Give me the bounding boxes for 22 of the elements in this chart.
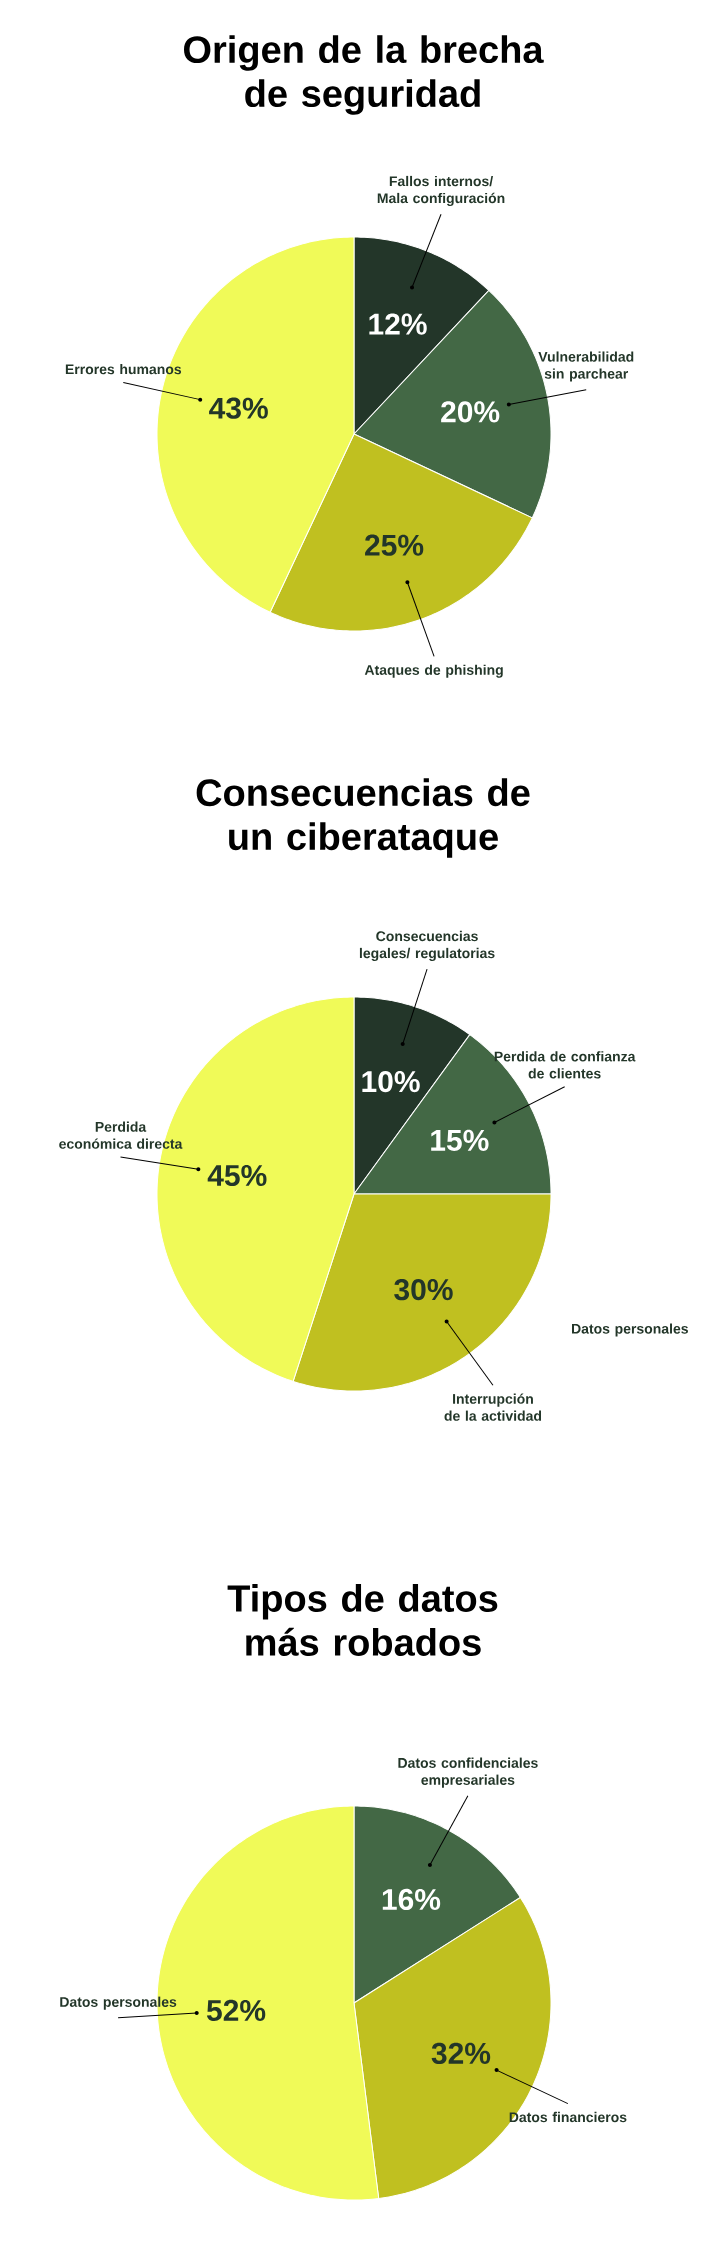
slice-label: Perdida de confianza de clientes: [494, 1051, 636, 1079]
slice-label: Datos confidenciales empresariales: [398, 1757, 538, 1788]
data-label: 43%: [209, 397, 268, 419]
data-label: 32%: [431, 2042, 491, 2064]
data-label: 45%: [207, 1164, 267, 1187]
data-label: 12%: [369, 313, 427, 335]
data-label: 20%: [441, 401, 500, 423]
data-label: 16%: [382, 1888, 441, 1911]
chart-title: Consecuencias de un ciberataque: [196, 778, 530, 858]
slice-label: Consecuencias legales/ regulatorias: [359, 930, 495, 961]
data-label: 30%: [394, 1279, 453, 1301]
slice-label: Vulnerabilidad sin parchear: [538, 351, 634, 382]
slice-label: Fallos internos/ Mala configuración: [377, 175, 505, 206]
chart-title: Tipos de datos más robados: [227, 1584, 498, 1656]
slice-label: Ataques de phishing: [364, 664, 503, 678]
slice-label: Interrupción de la actividad: [444, 1393, 542, 1421]
data-label: 10%: [362, 1070, 420, 1093]
chart-title: Origen de la brecha de seguridad: [184, 35, 544, 115]
data-label: 15%: [431, 1129, 489, 1151]
data-label: 52%: [206, 1999, 266, 2022]
text: Datos personales: [572, 1323, 688, 1337]
data-label: 25%: [365, 534, 424, 556]
